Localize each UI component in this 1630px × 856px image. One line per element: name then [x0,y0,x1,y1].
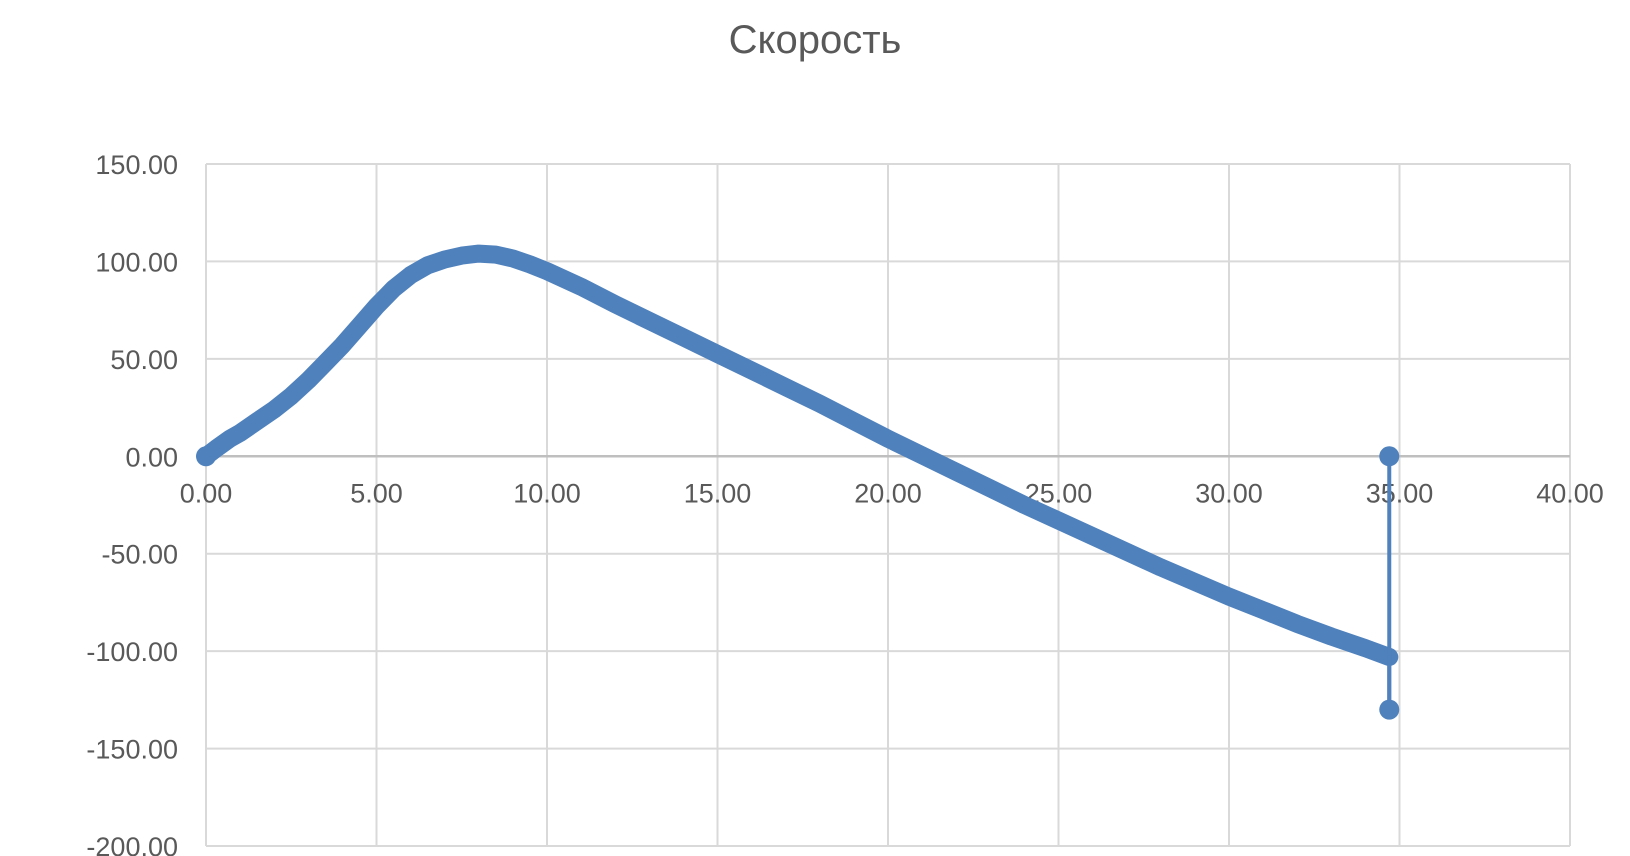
y-tick-label: -50.00 [101,540,178,570]
y-tick-label: 50.00 [110,345,178,375]
x-tick-label: 0.00 [180,478,233,508]
y-tick-label: -200.00 [86,832,178,856]
x-tick-label: 35.00 [1366,478,1434,508]
y-tick-label: 150.00 [95,150,178,180]
y-tick-label: 100.00 [95,247,178,277]
data-point-marker [1379,699,1400,720]
x-tick-label: 30.00 [1195,478,1263,508]
y-tick-label: -150.00 [86,735,178,765]
x-tick-label: 20.00 [854,478,922,508]
data-point-marker [196,446,216,467]
x-tick-label: 5.00 [350,478,403,508]
y-tick-label: -100.00 [86,637,178,667]
y-tick-label: 0.00 [125,442,178,472]
series-speed [196,244,1400,720]
speed-curve [197,244,1399,666]
x-tick-label: 10.00 [513,478,581,508]
x-tick-label: 40.00 [1536,478,1604,508]
y-axis-ticks: 150.00 100.00 50.00 0.00 -50.00 -100.00 -150.0… [86,150,178,856]
data-point-marker [1379,446,1400,467]
chart-title: Скорость [728,18,902,62]
x-tick-label: 15.00 [684,478,752,508]
x-axis-ticks: 0.00 5.00 10.00 15.00 20.00 25.00 30.00 35.00 40… [180,478,1604,508]
